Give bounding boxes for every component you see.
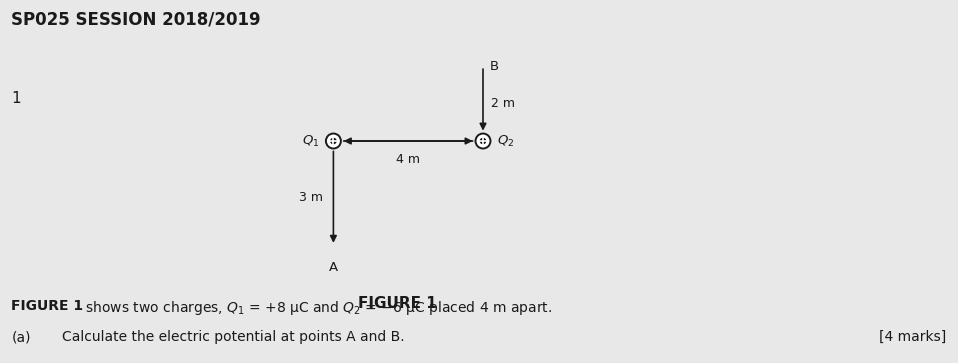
Text: 2 m: 2 m bbox=[491, 97, 515, 110]
Text: 3 m: 3 m bbox=[299, 191, 323, 204]
Text: [4 marks]: [4 marks] bbox=[879, 330, 947, 344]
Circle shape bbox=[331, 138, 336, 144]
Text: $Q_1$: $Q_1$ bbox=[302, 134, 319, 148]
Text: FIGURE 1: FIGURE 1 bbox=[358, 296, 437, 311]
Text: B: B bbox=[490, 60, 499, 73]
Text: FIGURE 1: FIGURE 1 bbox=[11, 299, 83, 314]
Text: $Q_2$: $Q_2$ bbox=[497, 134, 514, 148]
Text: shows two charges, $Q_1$ = +8 μC and $Q_2$ = −6 μC placed 4 m apart.: shows two charges, $Q_1$ = +8 μC and $Q_… bbox=[81, 299, 553, 318]
Text: Calculate the electric potential at points A and B.: Calculate the electric potential at poin… bbox=[62, 330, 405, 344]
Circle shape bbox=[475, 134, 490, 148]
Text: SP025 SESSION 2018/2019: SP025 SESSION 2018/2019 bbox=[11, 11, 262, 29]
Text: (a): (a) bbox=[11, 330, 31, 344]
Circle shape bbox=[326, 134, 341, 148]
Text: 4 m: 4 m bbox=[397, 153, 421, 166]
Circle shape bbox=[480, 138, 486, 144]
Text: A: A bbox=[329, 261, 338, 274]
Text: 1: 1 bbox=[11, 91, 21, 106]
